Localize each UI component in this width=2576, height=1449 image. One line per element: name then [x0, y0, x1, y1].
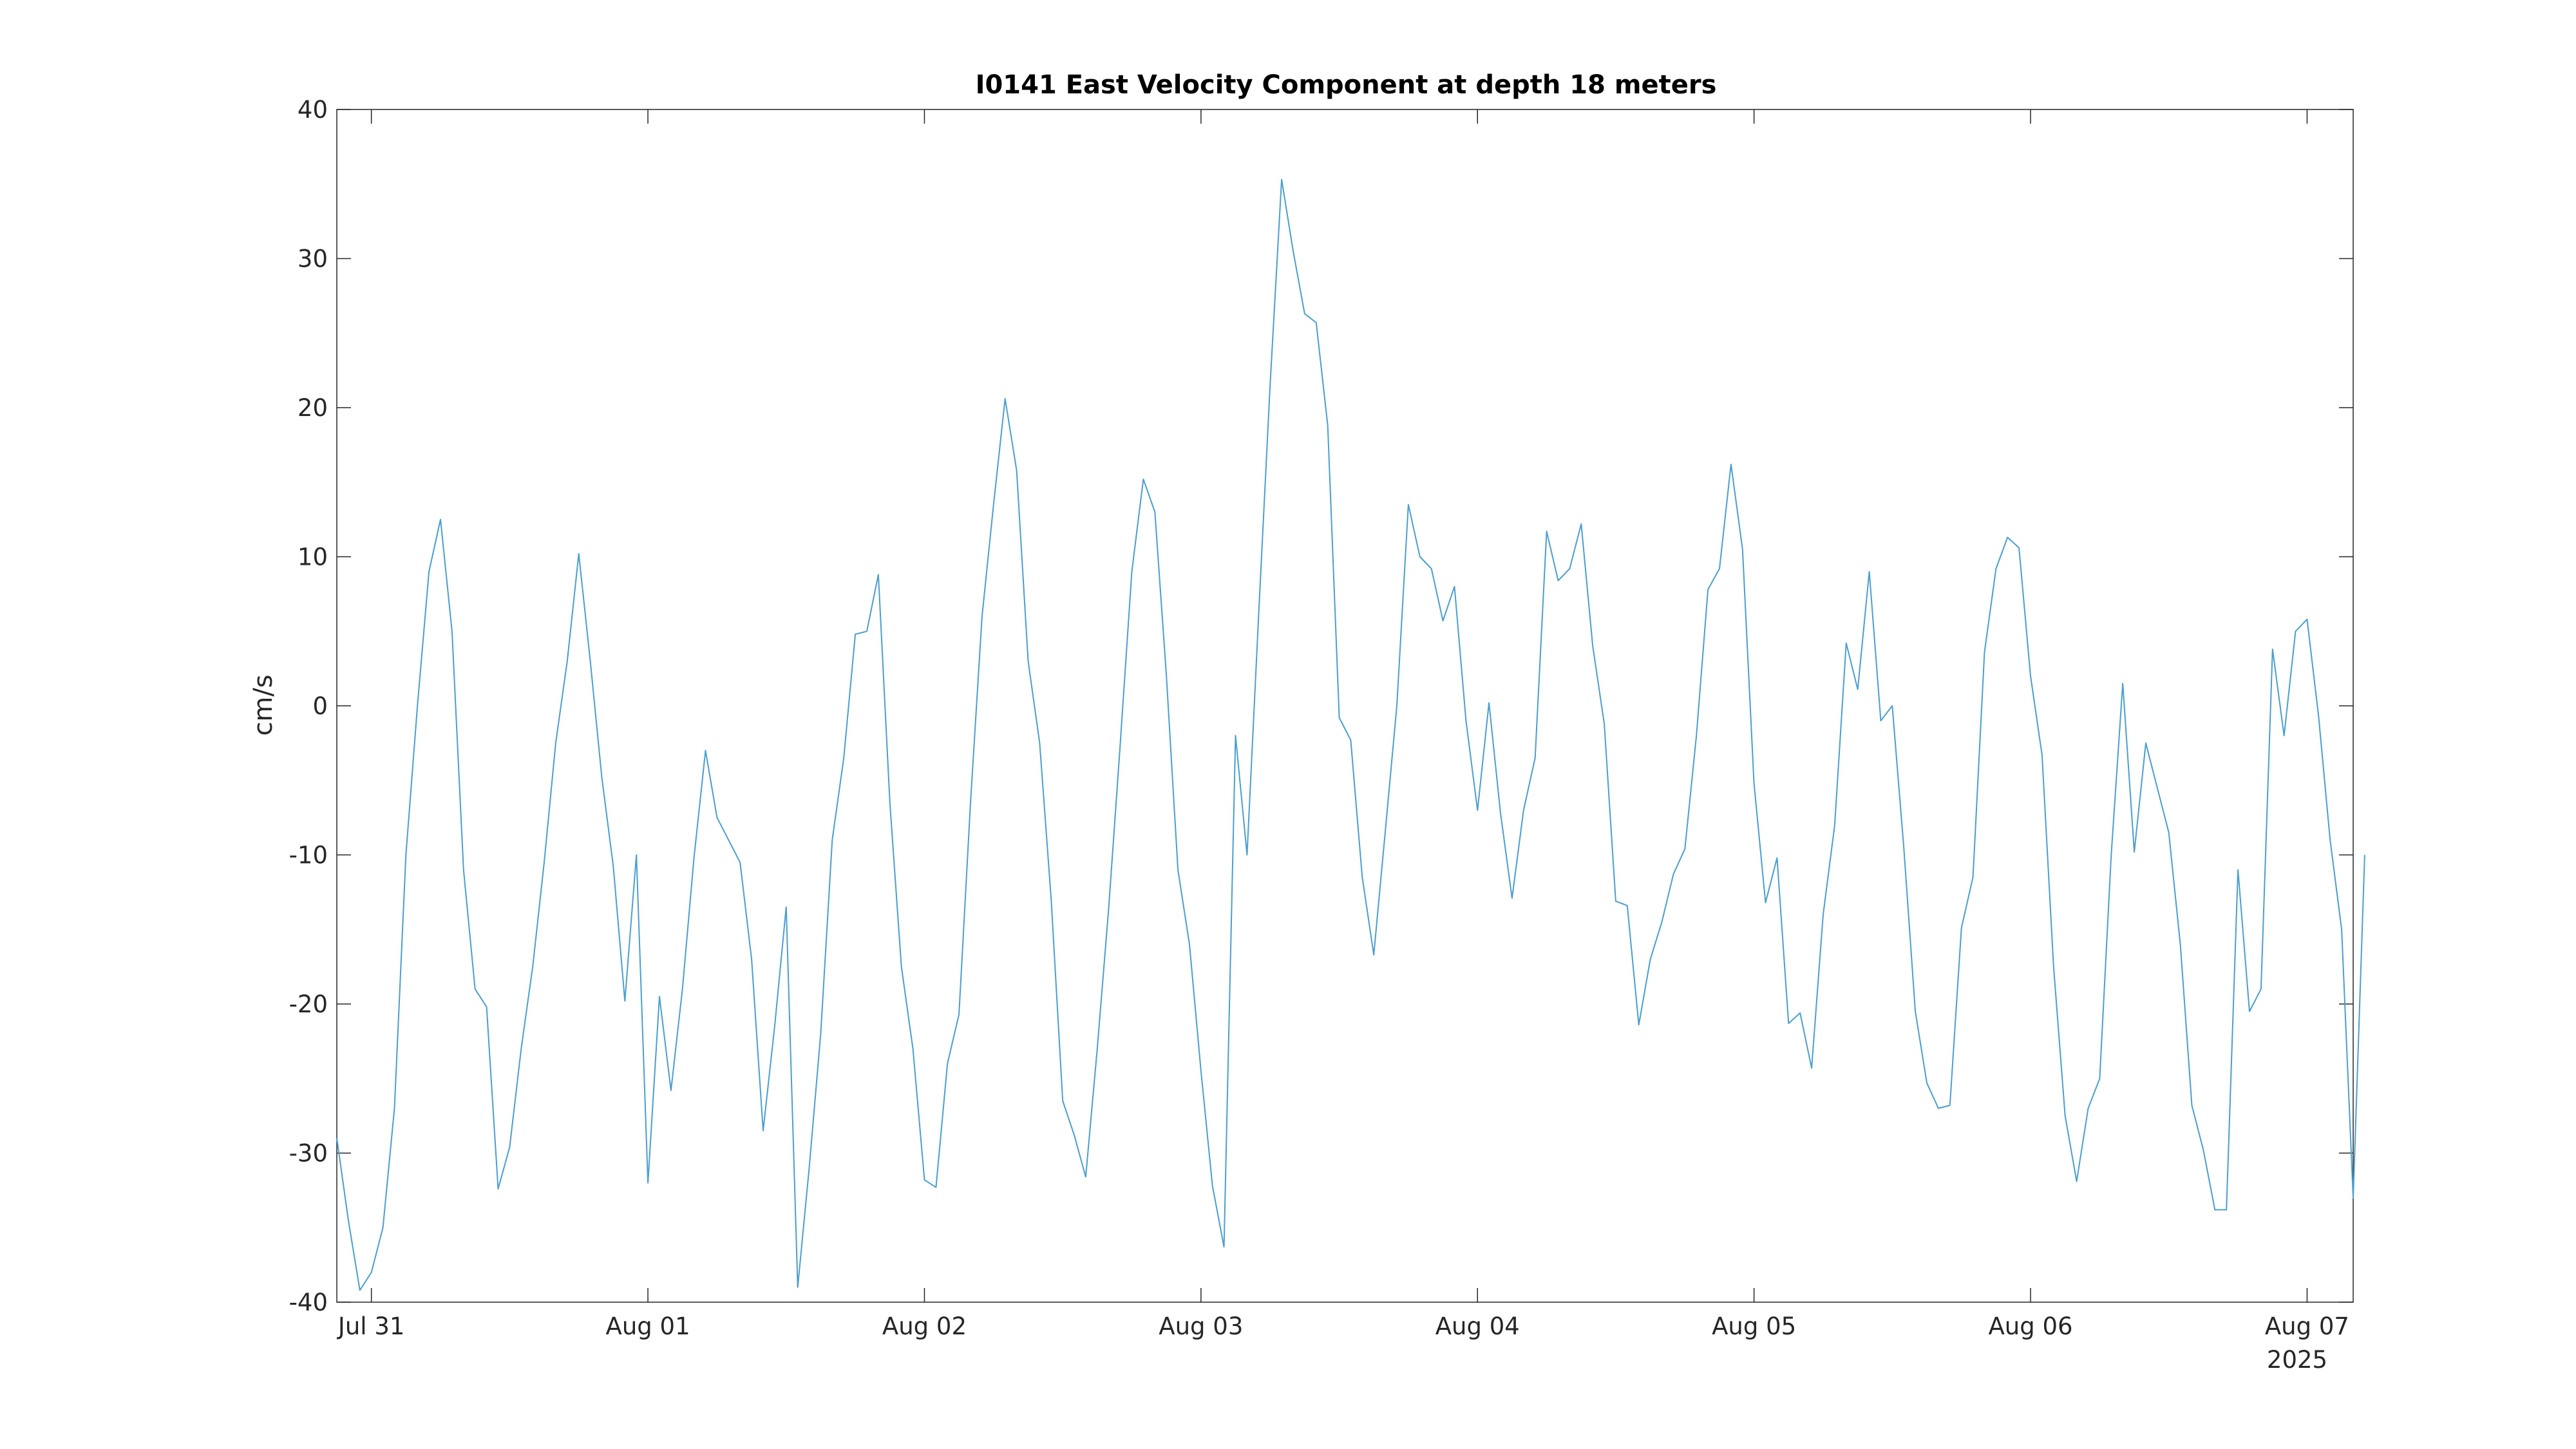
x-tick-label: Aug 03	[1159, 1312, 1243, 1340]
series-group	[336, 178, 2365, 1291]
y-tick-label: 10	[298, 544, 328, 571]
y-tick-label: -40	[289, 1289, 328, 1316]
plot-area	[336, 109, 2354, 1303]
x-tick-label: Jul 31	[337, 1312, 404, 1340]
y-tick-label: -20	[289, 990, 328, 1018]
x-tick-label: Aug 07	[2265, 1312, 2349, 1340]
series-line	[336, 178, 2365, 1291]
y-tick-label: 20	[298, 394, 328, 422]
x-tick-label: Aug 06	[1988, 1312, 2072, 1340]
y-tick-label: 0	[312, 692, 328, 720]
chart-title: I0141 East Velocity Component at depth 1…	[976, 70, 1717, 100]
x-tick-label: Aug 04	[1435, 1312, 1520, 1340]
x-tick-label: Aug 01	[606, 1312, 690, 1340]
y-tick-label: 30	[298, 245, 328, 273]
x-tick-label: Aug 02	[882, 1312, 967, 1340]
x-axis: Jul 31 Aug 01 Aug 02 Aug 03 Aug 04 Aug 05 Aug …	[337, 109, 2349, 1340]
x-axis-year-label: 2025	[2267, 1346, 2327, 1374]
x-tick-label: Aug 05	[1712, 1312, 1796, 1340]
y-tick-label: -30	[289, 1140, 328, 1168]
y-axis-label: cm/s	[249, 674, 278, 735]
y-tick-label: -10	[289, 842, 328, 869]
y-tick-label: 40	[298, 96, 328, 124]
y-axis: 40 30 20 10 0 -10 -20 -30 -40	[289, 96, 2353, 1316]
